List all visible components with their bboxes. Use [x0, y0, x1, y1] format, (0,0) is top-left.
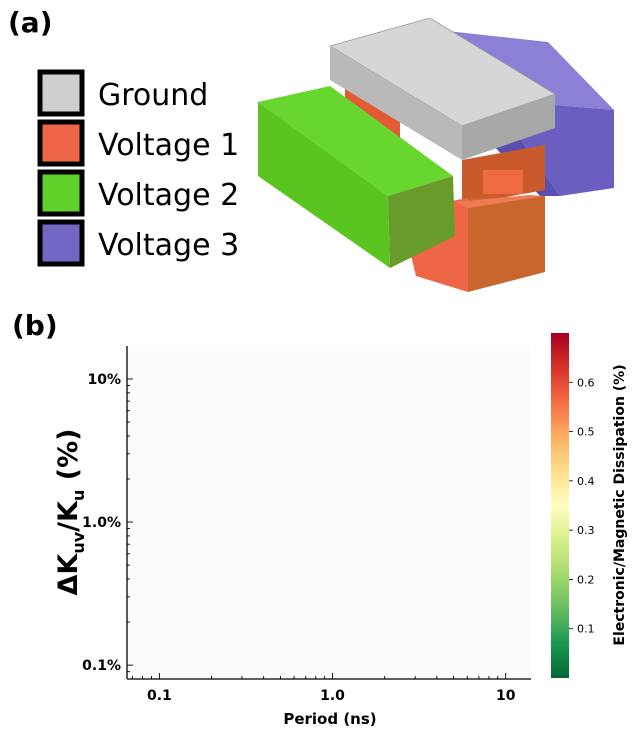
- y-axis-label-percent: (%): [53, 429, 84, 490]
- plot-area: [127, 346, 531, 679]
- x-tick-label: 10: [496, 688, 516, 704]
- y-axis-label-delta: ΔK: [53, 553, 84, 596]
- x-axis-label: Period (ns): [283, 710, 376, 728]
- legend-label-voltage-3: Voltage 3: [98, 228, 239, 263]
- x-tick-label: 1.0: [320, 688, 345, 704]
- legend-swatch-ground: [37, 69, 85, 117]
- colorbar-tick-label: 0.1: [577, 623, 595, 636]
- x-axis-ticks: 0.1 1.0 10: [132, 673, 516, 704]
- y-axis-label-slash: /K: [53, 500, 84, 532]
- voltage-2-electrode-front: [388, 176, 455, 268]
- voltage-1-electrode-top: [455, 195, 545, 208]
- ground-electrode-front: [462, 94, 555, 160]
- legend-swatch-voltage-3: [37, 219, 85, 267]
- colorbar-tick-label: 0.5: [577, 426, 595, 439]
- y-axis-label: ΔKuv/Ku (%): [53, 429, 88, 596]
- y-axis-ticks: 0.1% 1.0% 10%: [82, 372, 133, 680]
- colorbar-tick-label: 0.2: [577, 573, 595, 586]
- heatmap-plot: 0.1 1.0 10 0.1% 1.0% 10%: [82, 346, 531, 704]
- ground-electrode-side: [330, 46, 462, 160]
- colorbar-ticks: 0.1 0.2 0.3 0.4 0.5 0.6: [569, 376, 595, 636]
- y-tick-label: 10%: [87, 372, 121, 388]
- legend-label-ground: Ground: [98, 78, 208, 113]
- y-axis-label-sub-uv: uv: [69, 531, 88, 553]
- y-axis-label-sub-u: u: [69, 490, 88, 501]
- panel-b-label: (b): [12, 309, 58, 342]
- colorbar-label: Electronic/Magnetic Dissipation (%): [612, 364, 628, 645]
- y-tick-label: 0.1%: [82, 658, 121, 674]
- voltage-1-electrode-front: [468, 196, 545, 292]
- colorbar-tick-label: 0.4: [577, 475, 595, 488]
- voltage-2-electrode-side: [258, 102, 390, 268]
- voltage-2-electrode-top: [258, 86, 453, 196]
- legend-swatch-voltage-2: [37, 169, 85, 217]
- electrode-3d-render: [258, 17, 614, 292]
- legend-label-voltage-1: Voltage 1: [98, 128, 239, 163]
- panel-a-label: (a): [8, 6, 53, 39]
- y-tick-label: 1.0%: [82, 515, 121, 531]
- colorbar: [551, 333, 569, 678]
- legend-label-voltage-2: Voltage 2: [98, 178, 239, 213]
- x-tick-label: 0.1: [147, 688, 172, 704]
- legend-swatch-voltage-1: [37, 119, 85, 167]
- voltage-1-window: [483, 170, 523, 194]
- colorbar-tick-label: 0.3: [577, 524, 595, 537]
- colorbar-tick-label: 0.6: [577, 376, 595, 389]
- panel-a-legend: Ground Voltage 1 Voltage 2 Voltage 3: [37, 69, 239, 267]
